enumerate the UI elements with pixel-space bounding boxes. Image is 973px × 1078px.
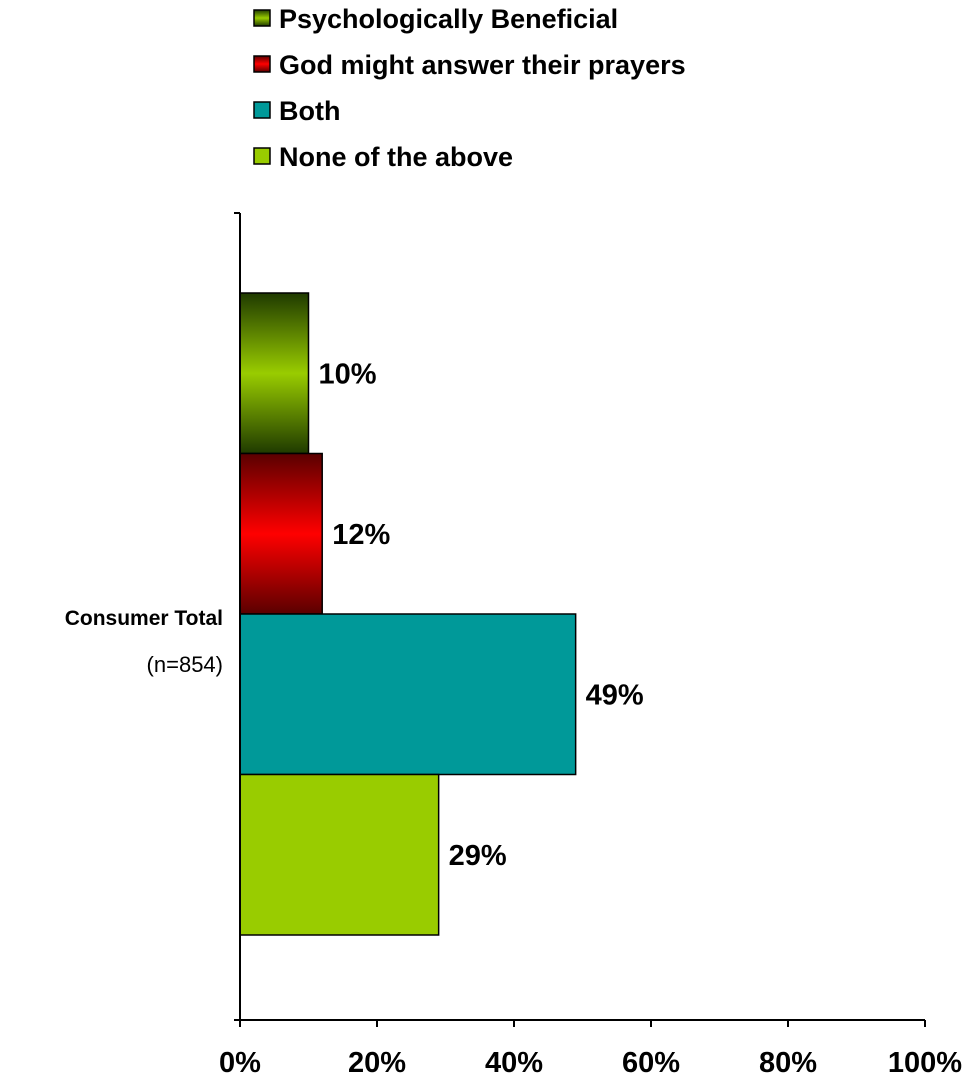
bar <box>239 452 323 615</box>
x-tick-label: 60% <box>622 1047 680 1078</box>
category-sublabel: (n=854) <box>147 652 223 677</box>
legend-label: None of the above <box>279 142 513 172</box>
legend-swatch <box>253 55 271 73</box>
data-label: 49% <box>586 679 644 711</box>
legend-swatch <box>253 147 271 165</box>
data-label: 12% <box>332 519 390 551</box>
x-tick-label: 40% <box>485 1047 543 1078</box>
x-tick-label: 0% <box>219 1047 261 1078</box>
bar <box>239 773 440 936</box>
bar <box>239 292 310 455</box>
category-label: Consumer Total <box>65 607 223 630</box>
legend-swatch <box>253 101 271 119</box>
bar <box>239 613 577 776</box>
legend-swatch <box>253 9 271 27</box>
bars: 10% 12% 49% 29% <box>239 292 644 936</box>
category-labels: Consumer Total (n=854) <box>65 607 223 677</box>
data-label: 29% <box>449 840 507 872</box>
legend-label: God might answer their prayers <box>279 50 686 80</box>
data-label: 10% <box>319 358 377 390</box>
legend-label: Both <box>279 96 340 126</box>
x-tick-label: 100% <box>888 1047 962 1078</box>
legend-label: Psychologically Beneficial <box>279 4 618 34</box>
x-tick-label: 20% <box>348 1047 406 1078</box>
axes: 0% 20% 40% 60% 80% 100% <box>219 212 962 1078</box>
x-tick-label: 80% <box>759 1047 817 1078</box>
legend: Psychologically Beneficial God might answ… <box>253 4 686 172</box>
